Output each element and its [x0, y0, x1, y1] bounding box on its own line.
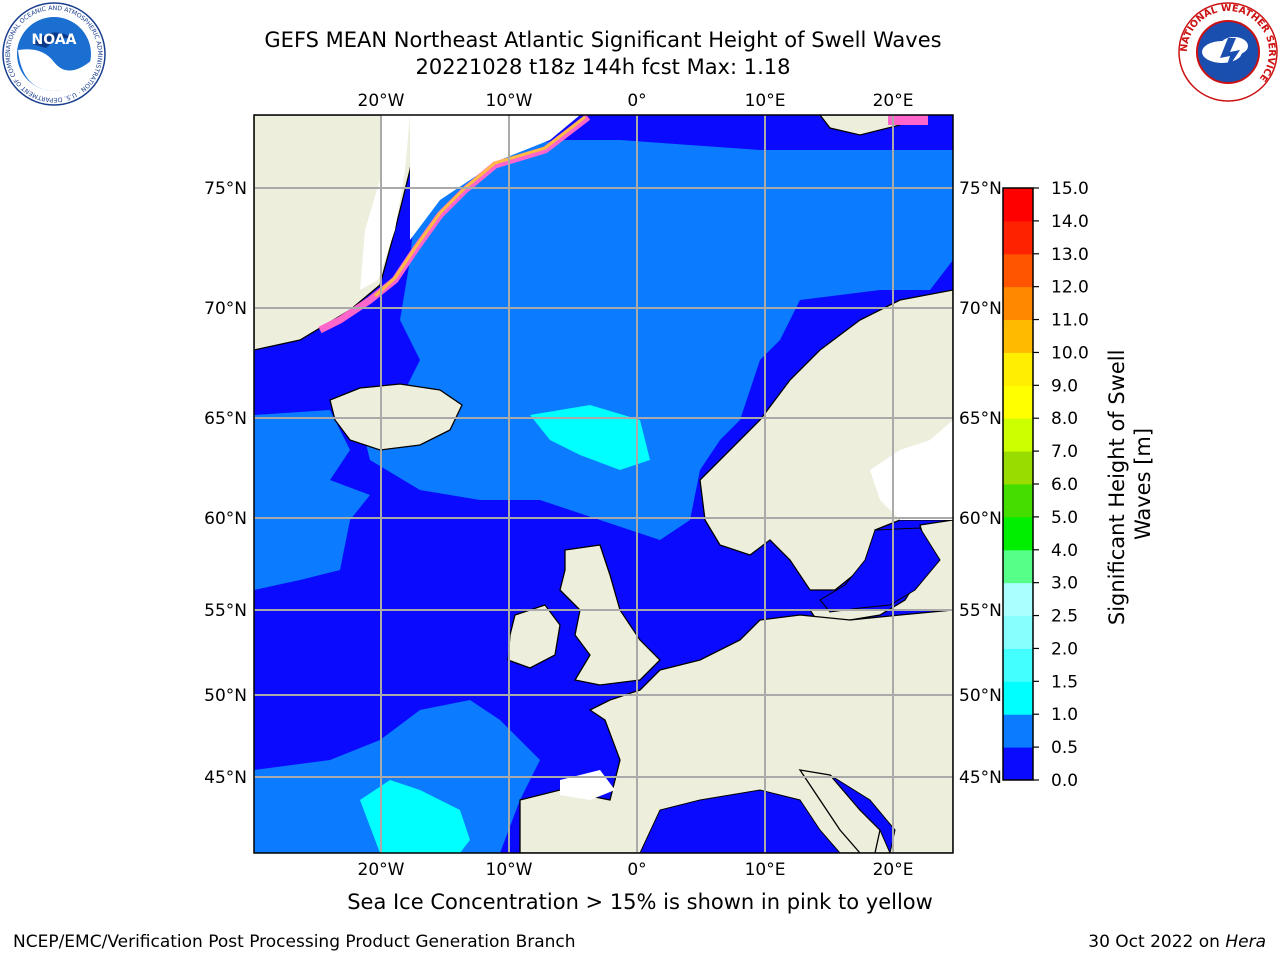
- colorbar: [1003, 188, 1033, 781]
- baltic-sea: [819, 527, 941, 613]
- sea-ice-edge-core: [373, 115, 586, 298]
- colorbar-label-text: Significant Height of Swell: [1105, 350, 1129, 626]
- lat-label-right: 50°N: [959, 686, 1002, 706]
- lat-label-left: 60°N: [204, 509, 247, 529]
- swell-band-0.5-1.0-west: [254, 410, 370, 590]
- colorbar-block: [1003, 220, 1033, 255]
- lat-label-left: 70°N: [204, 299, 247, 319]
- colorbar-tick-label: 2.0: [1051, 639, 1078, 659]
- colorbar-tick-label: 13.0: [1051, 245, 1089, 265]
- lat-label-left: 50°N: [204, 686, 247, 706]
- lat-label-left: 55°N: [204, 601, 247, 621]
- colorbar-block: [1003, 188, 1033, 222]
- colorbar-block: [1003, 648, 1033, 682]
- lon-label-top: 20°W: [358, 91, 405, 111]
- sea-ice-patch-svalbard: [888, 115, 928, 125]
- colorbar-block: [1003, 418, 1033, 452]
- map-frame: [253, 114, 954, 854]
- lat-label-right: 70°N: [959, 299, 1002, 319]
- lat-label-left: 65°N: [204, 409, 247, 429]
- great-britain-land: [559, 544, 661, 686]
- colorbar-block: [1003, 516, 1033, 551]
- colorbar-tick-label: 1.0: [1051, 705, 1078, 725]
- colorbar-tick-label: 8.0: [1051, 409, 1078, 429]
- lon-label-bottom: 20°E: [873, 860, 914, 880]
- title-line-2: 20221028 t18z 144h fcst Max: 1.18: [415, 55, 791, 79]
- colorbar-block: [1003, 385, 1033, 419]
- lon-label-top: 0°: [627, 91, 646, 111]
- lat-label-right: 60°N: [959, 509, 1002, 529]
- colorbar-block: [1003, 582, 1033, 617]
- lat-label-left: 45°N: [204, 768, 247, 788]
- footer-date: 30 Oct 2022 on Hera: [1088, 932, 1266, 952]
- colorbar-tick-label: 9.0: [1051, 376, 1078, 396]
- colorbar-block: [1003, 253, 1033, 288]
- lat-label-right: 55°N: [959, 601, 1002, 621]
- colorbar-tick-label: 0.0: [1051, 771, 1078, 791]
- colorbar-label: Significant Height of Swell Waves [m]: [1105, 343, 1155, 625]
- greenland-ice-shelf: [360, 115, 410, 290]
- noaa-logo: NATIONAL OCEANIC AND ATMOSPHERIC ADMINIS…: [2, 2, 106, 106]
- lat-label-right: 65°N: [959, 409, 1002, 429]
- colorbar-block: [1003, 681, 1033, 715]
- colorbar-tick-label: 5.0: [1051, 508, 1078, 528]
- graticule: [254, 115, 953, 853]
- gulf-of-bothnia-no-data: [870, 420, 953, 520]
- mediterranean-sea: [639, 789, 841, 853]
- footer-date-text: 30 Oct 2022 on: [1088, 932, 1226, 952]
- lon-label-bottom: 20°W: [358, 860, 405, 880]
- colorbar-tick-label: 2.5: [1051, 607, 1078, 627]
- lat-label-right: 75°N: [959, 179, 1002, 199]
- colorbar-tick-label: 6.0: [1051, 475, 1078, 495]
- north-no-data: [410, 115, 580, 240]
- colorbar-tick-label: 1.5: [1051, 672, 1078, 692]
- lon-label-bottom: 10°E: [745, 860, 786, 880]
- lat-label-left: 75°N: [204, 179, 247, 199]
- lon-label-bottom: 0°: [627, 860, 646, 880]
- footer-credit: NCEP/EMC/Verification Post Processing Pr…: [13, 932, 576, 952]
- footer-host: Hera: [1225, 932, 1266, 952]
- sea-ice-caption: Sea Ice Concentration > 15% is shown in …: [347, 890, 933, 914]
- noaa-wordmark: NOAA: [32, 32, 77, 48]
- lon-label-top: 10°W: [486, 91, 533, 111]
- colorbar-tick-label: 3.0: [1051, 574, 1078, 594]
- colorbar-block: [1003, 549, 1033, 584]
- lon-label-bottom: 10°W: [486, 860, 533, 880]
- colorbar-block: [1003, 615, 1033, 649]
- colorbar-tick-label: 11.0: [1051, 311, 1089, 331]
- colorbar-tick-label: 14.0: [1051, 212, 1089, 232]
- nws-logo: NATIONAL WEATHER SERVICE: [1178, 2, 1278, 102]
- colorbar-block: [1003, 286, 1033, 321]
- lon-label-top: 20°E: [873, 91, 914, 111]
- colorbar-block: [1003, 714, 1033, 748]
- colorbar-tick-label: 0.5: [1051, 738, 1078, 758]
- lon-label-top: 10°E: [745, 91, 786, 111]
- title-line-1: GEFS MEAN Northeast Atlantic Significant…: [264, 28, 942, 52]
- colorbar-block: [1003, 319, 1033, 353]
- colorbar-block: [1003, 451, 1033, 485]
- colorbar-block: [1003, 747, 1033, 781]
- colorbar-tick-label: 12.0: [1051, 278, 1089, 298]
- lat-label-right: 45°N: [959, 768, 1002, 788]
- colorbar-block: [1003, 484, 1033, 518]
- swell-patch-1.0-1.5-biscay: [360, 780, 470, 853]
- colorbar-tick-label: 4.0: [1051, 541, 1078, 561]
- colorbar-block: [1003, 352, 1033, 386]
- map-area: [254, 115, 953, 853]
- adriatic-sea: [829, 774, 896, 853]
- swell-patch-1.0-1.5-norwegian-sea: [530, 405, 650, 470]
- colorbar-label-text: Waves [m]: [1131, 428, 1155, 540]
- swell-band-0.5-1.0-arctic: [800, 150, 953, 240]
- svalbard-land: [819, 115, 901, 136]
- colorbar-tick-label: 10.0: [1051, 343, 1089, 363]
- colorbar-tick-label: 7.0: [1051, 442, 1078, 462]
- colorbar-tick-label: 15.0: [1051, 179, 1089, 199]
